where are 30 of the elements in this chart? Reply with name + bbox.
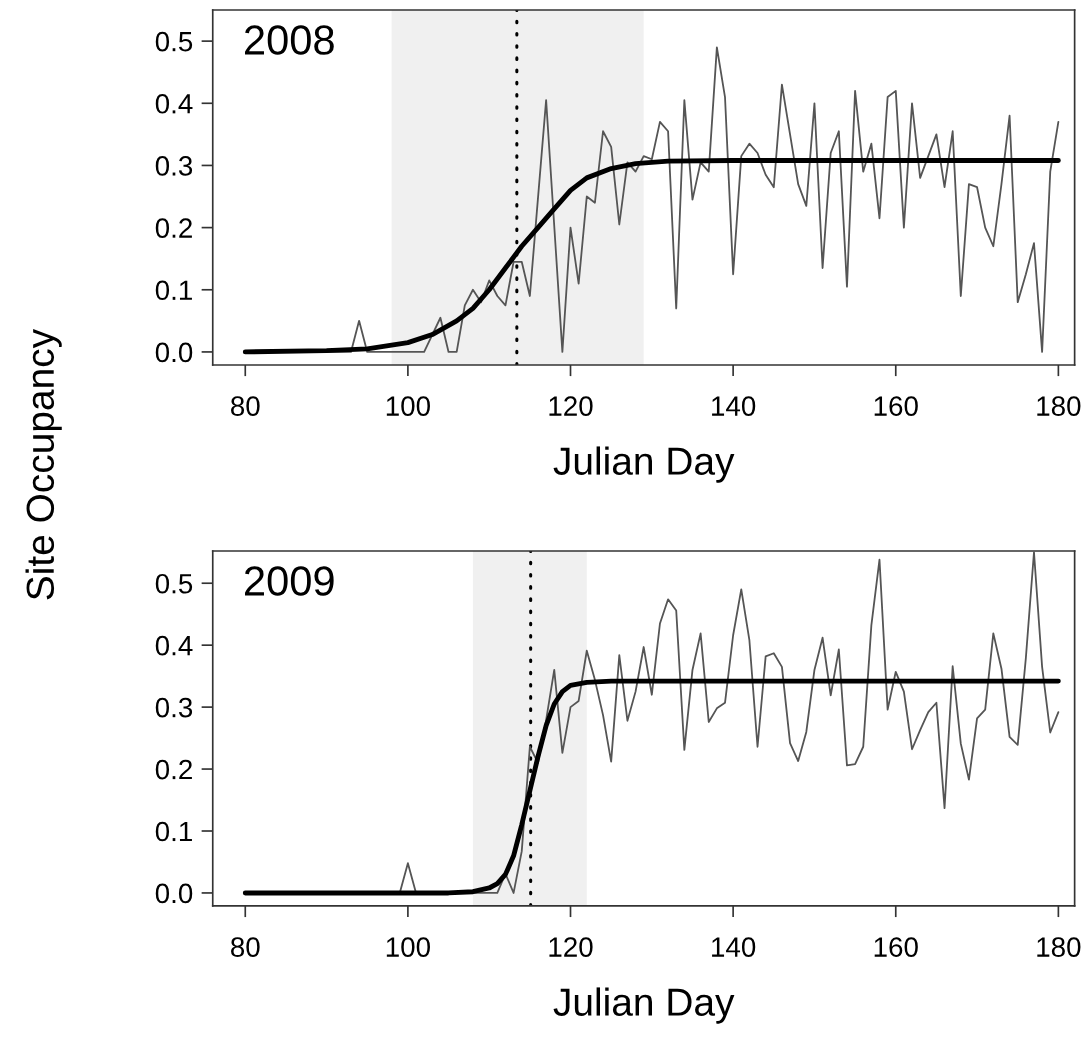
y-tick-label: 0.2 (155, 218, 192, 238)
x-tick-label: 180 (1037, 937, 1081, 957)
y-tick-label: 0.4 (155, 635, 193, 656)
y-tick-label: 0.3 (155, 697, 193, 718)
y-tick-label: 0.1 (155, 280, 192, 301)
x-tick-label: 160 (874, 396, 918, 416)
y-tick-label: 0.5 (155, 31, 193, 52)
x-tick-label: 80 (231, 937, 260, 957)
y-tick-label: 0.0 (155, 342, 193, 363)
x-tick-label: 100 (386, 396, 430, 416)
y-tick-label: 0.1 (155, 821, 192, 842)
y-tick-label: 0.2 (155, 759, 192, 780)
y-tick-label: 0.0 (155, 883, 193, 904)
y-tick-label: 0.5 (155, 573, 193, 594)
y-tick-label: 0.3 (155, 156, 193, 176)
line-series (242, 158, 1061, 355)
x-tick-label: 100 (386, 937, 430, 957)
y-axis-title: Site Occupancy (25, 328, 62, 600)
x-tick-label: 140 (712, 937, 756, 957)
annotation: 2008 (245, 25, 334, 55)
annotation: 2009 (245, 566, 334, 596)
y-tick-label: 0.4 (155, 93, 193, 114)
x-axis-title: Julian Day (553, 446, 735, 483)
x-tick-label: 120 (549, 396, 593, 416)
x-tick-label: 80 (231, 396, 260, 416)
x-tick-label: 120 (549, 937, 593, 957)
x-tick-label: 180 (1037, 396, 1081, 416)
x-tick-label: 140 (712, 396, 756, 416)
x-tick-label: 160 (874, 937, 918, 957)
x-axis-title: Julian Day (553, 987, 735, 1024)
